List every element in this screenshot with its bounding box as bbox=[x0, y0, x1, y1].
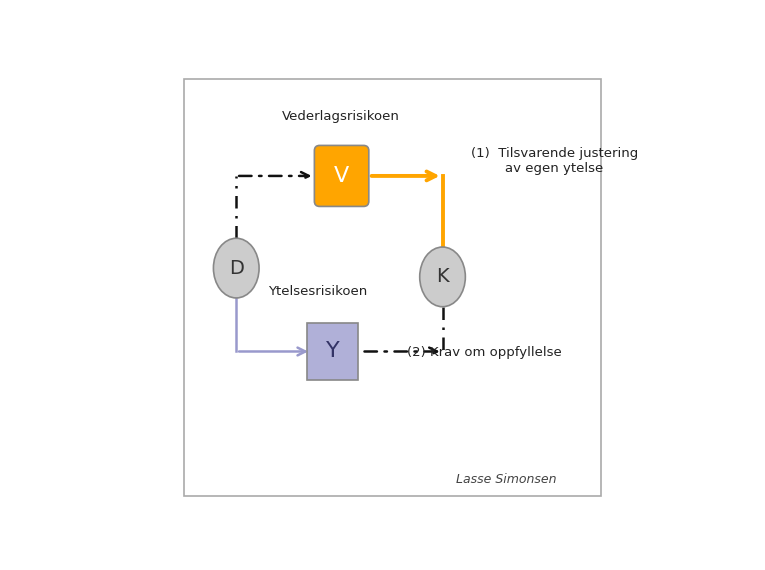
FancyBboxPatch shape bbox=[308, 323, 358, 380]
Text: V: V bbox=[334, 166, 349, 186]
Ellipse shape bbox=[420, 247, 465, 307]
Text: (1)  Tilsvarende justering
        av egen ytelse: (1) Tilsvarende justering av egen ytelse bbox=[471, 146, 638, 174]
Text: Vederlagsrisikoen: Vederlagsrisikoen bbox=[282, 110, 400, 123]
Text: D: D bbox=[229, 259, 244, 278]
Text: Ytelsesrisikoen: Ytelsesrisikoen bbox=[268, 284, 367, 298]
FancyBboxPatch shape bbox=[314, 145, 369, 206]
Text: Y: Y bbox=[326, 341, 340, 361]
Text: (2) Krav om oppfyllelse: (2) Krav om oppfyllelse bbox=[408, 346, 562, 359]
Ellipse shape bbox=[213, 238, 259, 298]
Text: Lasse Simonsen: Lasse Simonsen bbox=[456, 473, 556, 486]
Text: K: K bbox=[436, 267, 449, 286]
